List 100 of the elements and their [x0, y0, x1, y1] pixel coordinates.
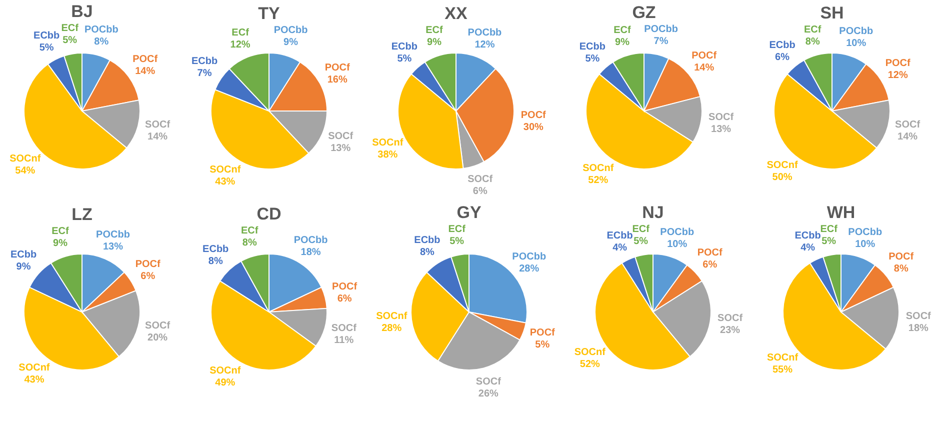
slice-label: ECf — [232, 27, 250, 38]
slice-label: SOCf — [331, 322, 358, 334]
slice-label: SOCnf — [210, 366, 242, 377]
data-label: 4% — [800, 242, 816, 254]
data-label: 23% — [720, 325, 740, 336]
slice-label: POCf — [888, 251, 914, 262]
slice-label: SOCnf — [766, 160, 799, 172]
slice-label: SOCnf — [582, 163, 614, 174]
data-label: 7% — [197, 68, 212, 80]
data-label: 9% — [53, 238, 68, 250]
data-label: 8% — [894, 263, 908, 274]
chart-title: LZ — [72, 205, 92, 224]
data-label: 52% — [588, 175, 608, 186]
slice-label: ECf — [426, 25, 444, 36]
data-label: 5% — [535, 339, 550, 350]
data-label: 13% — [102, 241, 124, 252]
data-label: 5% — [634, 236, 648, 247]
data-label: 9% — [284, 37, 298, 48]
data-label: 12% — [888, 70, 908, 82]
data-label: 43% — [24, 374, 44, 386]
data-label: 18% — [300, 247, 321, 258]
data-label: 6% — [702, 260, 718, 271]
slice-label: POCbb — [848, 226, 882, 238]
slice-label: SOCnf — [18, 362, 50, 374]
chart-title: BJ — [71, 2, 93, 21]
slice-label: POCf — [692, 50, 718, 62]
data-label: 10% — [855, 238, 876, 250]
chart-title: XX — [444, 4, 468, 24]
slice-label: SOCf — [328, 130, 354, 142]
slice-label: POCf — [885, 58, 912, 70]
slice-label: ECbb — [202, 244, 229, 256]
data-label: 7% — [654, 36, 668, 47]
data-label: 30% — [523, 122, 544, 133]
slice-label: POCbb — [644, 24, 678, 35]
data-label: 5% — [62, 34, 78, 46]
slice-label: SOCnf — [766, 352, 799, 364]
slice-label: SOCf — [708, 112, 734, 124]
slice-label: POCf — [520, 110, 547, 121]
slice-label: POCbb — [274, 25, 308, 36]
slice-label: SOCnf — [574, 346, 606, 358]
slice-label: SOCf — [145, 119, 171, 130]
slice-label: SOCf — [718, 313, 744, 324]
data-label: 12% — [230, 39, 250, 50]
slice-label: POCf — [332, 282, 358, 293]
data-label: 9% — [16, 261, 31, 272]
chart-title: SH — [820, 3, 844, 22]
data-label: 52% — [580, 358, 600, 370]
slice-label: ECbb — [34, 30, 60, 42]
chart-title: GZ — [632, 2, 656, 22]
data-label: 14% — [694, 62, 714, 74]
chart-title: NJ — [642, 202, 664, 222]
slice-label: POCf — [530, 327, 556, 338]
chart-title: GY — [456, 202, 482, 222]
chart-title: CD — [256, 204, 282, 224]
data-label: 13% — [711, 124, 732, 136]
data-label: 6% — [337, 294, 352, 305]
data-label: 55% — [772, 364, 793, 376]
slice-label: SOCf — [906, 310, 932, 322]
data-label: 8% — [420, 247, 435, 258]
chart-title: WH — [826, 202, 856, 222]
data-label: 13% — [330, 142, 351, 154]
slice-label: ECf — [448, 224, 466, 235]
slice-label: ECbb — [10, 249, 37, 260]
data-label: 20% — [148, 332, 168, 344]
data-label: 6% — [472, 186, 488, 198]
slice-label: ECbb — [794, 230, 821, 242]
data-label: 8% — [208, 256, 223, 268]
slice-label: ECf — [52, 226, 70, 238]
slice-label: POCf — [697, 248, 724, 259]
slice-label: SOCf — [145, 320, 171, 332]
chart-title: TY — [258, 4, 281, 24]
slice-label: POCbb — [512, 251, 546, 262]
data-label: 54% — [15, 165, 36, 176]
data-label: 18% — [908, 322, 928, 334]
slice-label: SOCnf — [10, 153, 42, 164]
slice-label: POCf — [324, 62, 351, 74]
slice-label: SOCf — [895, 119, 921, 130]
slice-label: ECf — [632, 224, 650, 235]
data-label: 4% — [612, 242, 628, 254]
data-label: 8% — [94, 36, 109, 48]
data-label: 50% — [772, 172, 792, 184]
data-label: 28% — [382, 322, 402, 334]
slice-label: SOCf — [476, 376, 502, 388]
data-label: 8% — [805, 36, 820, 48]
slice-label: ECf — [820, 224, 838, 235]
slice-label: ECf — [61, 22, 80, 34]
slice-label: POCbb — [839, 26, 874, 37]
slice-label: POCbb — [660, 226, 694, 238]
data-label: 14% — [898, 131, 918, 142]
slice-label: POCf — [135, 259, 162, 270]
data-label: 5% — [585, 53, 600, 64]
data-label: 10% — [846, 38, 866, 49]
slice-label: ECf — [240, 225, 259, 236]
data-label: 5% — [39, 42, 54, 54]
data-label: 11% — [334, 334, 354, 346]
slice-label: SOCnf — [372, 138, 404, 149]
data-label: 6% — [140, 271, 156, 282]
data-label: 5% — [822, 236, 836, 247]
data-label: 12% — [474, 39, 495, 50]
slice-label: ECbb — [769, 40, 796, 51]
